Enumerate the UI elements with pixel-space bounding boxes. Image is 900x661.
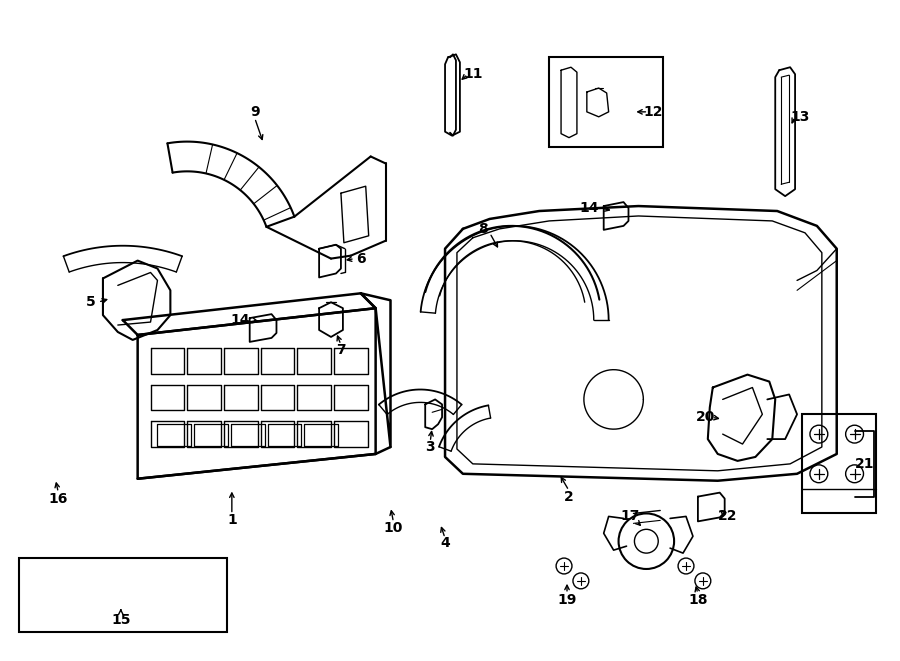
- Text: 14: 14: [230, 313, 249, 327]
- Circle shape: [846, 425, 863, 443]
- Circle shape: [573, 573, 589, 589]
- Text: 9: 9: [250, 105, 259, 119]
- Text: 22: 22: [718, 510, 737, 524]
- Circle shape: [810, 465, 828, 483]
- Text: 13: 13: [790, 110, 810, 124]
- Text: 4: 4: [440, 536, 450, 550]
- Text: 20: 20: [696, 410, 716, 424]
- Circle shape: [846, 465, 863, 483]
- Bar: [802, 414, 877, 514]
- Bar: [549, 58, 663, 147]
- Text: 15: 15: [111, 613, 130, 627]
- Circle shape: [634, 529, 658, 553]
- Text: 21: 21: [855, 457, 874, 471]
- Text: 17: 17: [621, 510, 640, 524]
- Text: 3: 3: [426, 440, 435, 454]
- Text: 10: 10: [383, 522, 403, 535]
- Text: 16: 16: [49, 492, 68, 506]
- Text: 1: 1: [227, 514, 237, 527]
- Text: 19: 19: [557, 593, 577, 607]
- Text: 2: 2: [564, 490, 574, 504]
- Circle shape: [618, 514, 674, 569]
- Text: 5: 5: [86, 295, 96, 309]
- Text: 6: 6: [356, 252, 365, 266]
- Text: 18: 18: [688, 593, 707, 607]
- Text: 14: 14: [579, 201, 599, 215]
- Circle shape: [810, 425, 828, 443]
- Text: 8: 8: [478, 222, 488, 236]
- Circle shape: [556, 558, 572, 574]
- Circle shape: [695, 573, 711, 589]
- Text: 7: 7: [336, 343, 346, 357]
- Circle shape: [678, 558, 694, 574]
- Text: 11: 11: [464, 67, 482, 81]
- Bar: [19, 558, 227, 633]
- Text: 12: 12: [644, 105, 663, 119]
